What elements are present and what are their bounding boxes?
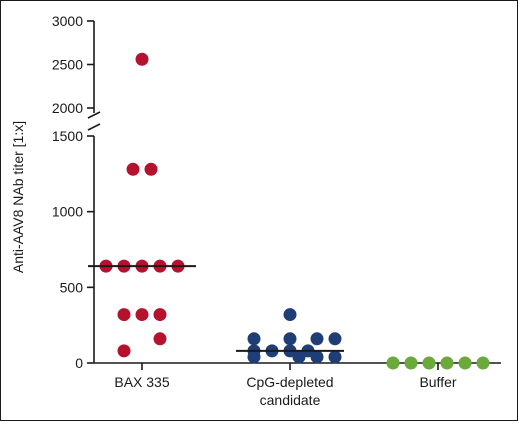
data-point-1-9 bbox=[247, 350, 261, 364]
x-tick-label-2: Buffer bbox=[419, 374, 456, 390]
y-tick-label-upper-0: 2000 bbox=[52, 100, 83, 116]
axis-break-mark bbox=[87, 111, 101, 131]
data-point-0-9 bbox=[135, 308, 149, 322]
y-tick-label-lower-3: 1500 bbox=[52, 128, 83, 144]
data-point-0-2 bbox=[144, 162, 158, 176]
data-point-2-5 bbox=[476, 356, 490, 370]
data-point-2-0 bbox=[386, 356, 400, 370]
data-point-2-2 bbox=[422, 356, 436, 370]
data-point-1-0 bbox=[283, 308, 297, 322]
y-tick-label-upper-1: 2500 bbox=[52, 57, 83, 73]
data-point-1-1 bbox=[247, 332, 261, 346]
data-point-1-10 bbox=[292, 350, 306, 364]
x-tick-label-1: CpG-depleted candidate bbox=[246, 374, 333, 408]
data-point-1-11 bbox=[310, 350, 324, 364]
data-point-2-1 bbox=[404, 356, 418, 370]
x-tick-label-0: BAX 335 bbox=[114, 374, 169, 390]
data-points bbox=[99, 52, 490, 370]
data-point-1-3 bbox=[310, 332, 324, 346]
y-tick-label-upper-2: 3000 bbox=[52, 13, 83, 29]
x-ticks: BAX 335 CpG-depleted candidate Buffer bbox=[114, 363, 457, 408]
data-point-2-4 bbox=[458, 356, 472, 370]
y-tick-label-lower-0: 0 bbox=[75, 355, 83, 371]
y-axis-label: Anti-AAV8 NAb titer [1:x] bbox=[10, 121, 26, 273]
y-ticks-lower: 0 500 1000 1500 bbox=[52, 128, 94, 371]
data-point-0-12 bbox=[117, 344, 131, 358]
data-point-0-1 bbox=[126, 162, 140, 176]
data-point-0-8 bbox=[117, 308, 131, 322]
axis-break-slash-top bbox=[87, 111, 101, 119]
data-point-0-11 bbox=[153, 332, 167, 346]
data-point-2-3 bbox=[440, 356, 454, 370]
y-tick-label-lower-2: 1000 bbox=[52, 204, 83, 220]
data-point-1-12 bbox=[328, 350, 342, 364]
y-tick-label-lower-1: 500 bbox=[60, 279, 84, 295]
data-point-0-0 bbox=[135, 52, 149, 66]
data-point-1-4 bbox=[328, 332, 342, 346]
data-point-1-2 bbox=[283, 332, 297, 346]
axis-break-slash-bottom bbox=[87, 123, 101, 131]
y-ticks-upper: 2000 2500 3000 bbox=[52, 13, 94, 116]
data-point-0-10 bbox=[153, 308, 167, 322]
median-lines bbox=[88, 265, 344, 352]
